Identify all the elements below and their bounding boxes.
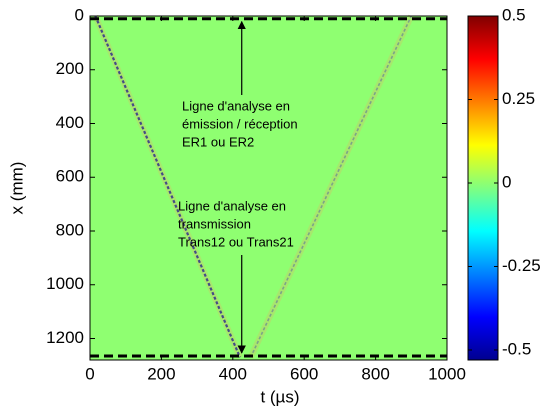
x-tick-label: 400: [219, 364, 247, 383]
plot-frame: [89, 15, 448, 361]
colorbar-tick-label: 0.25: [502, 89, 535, 108]
y-tick-label: 0: [75, 5, 84, 24]
y-tick-label: 800: [56, 220, 84, 239]
annotation-text: Trans12 ou Trans21: [178, 234, 294, 249]
annotation-text: transmission: [178, 216, 251, 231]
x-tick-label: 1000: [428, 364, 466, 383]
x-tick-label: 200: [147, 364, 175, 383]
y-tick-label: 600: [56, 167, 84, 186]
annotation-text: Ligne d'analyse en: [182, 98, 290, 113]
y-tick-label: 400: [56, 113, 84, 132]
annotation-text: ER1 ou ER2: [182, 134, 254, 149]
x-tick-label: 600: [290, 364, 318, 383]
x-axis-label: t (µs): [260, 387, 299, 406]
colorbar-tick-label: -0.25: [502, 256, 541, 275]
annotation-text: Ligne d'analyse en: [178, 198, 286, 213]
y-tick-label: 1000: [46, 274, 84, 293]
x-tick-label: 0: [85, 364, 94, 383]
colorbar-tick-label: -0.5: [502, 339, 531, 358]
colorbar-tick-label: 0: [502, 172, 511, 191]
heatmap-background: [90, 16, 447, 360]
colorbar: [467, 15, 499, 361]
y-tick-label: 200: [56, 59, 84, 78]
y-axis-label: x (mm): [7, 162, 26, 215]
wavefront: [94, 15, 241, 358]
wavefront: [249, 15, 413, 358]
colorbar-tick-label: 0.5: [502, 5, 526, 24]
x-tick-label: 800: [361, 364, 389, 383]
annotation-text: émission / réception: [182, 116, 298, 131]
y-tick-label: 1200: [46, 328, 84, 347]
